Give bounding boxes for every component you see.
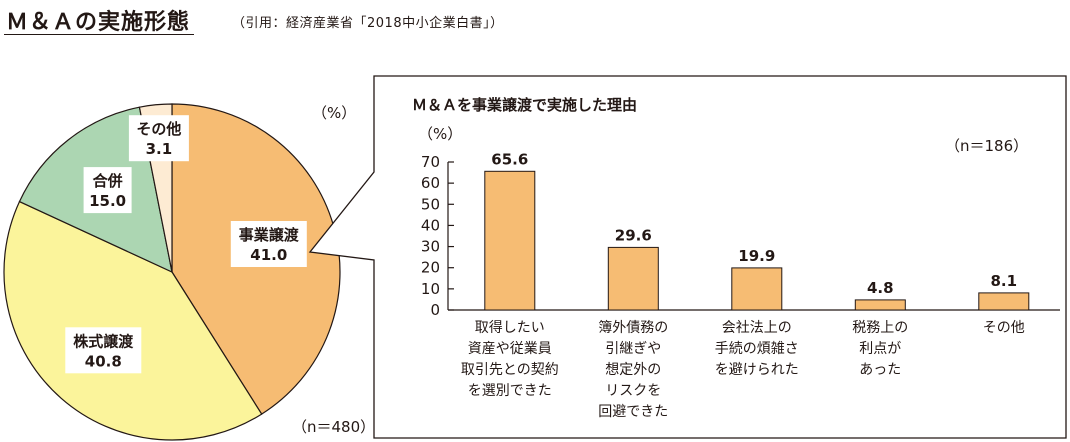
pie-label-box-kabushiki-joto: [65, 327, 142, 374]
bar-1: [484, 170, 536, 311]
y-tick-label: 60: [421, 174, 440, 192]
bar-category-label: を避けられた: [715, 362, 799, 378]
pie-chart: 事業譲渡 41.0 株式譲渡 40.8 合併 15.0 その他 3.1: [3, 103, 341, 441]
bar-value-label: 65.6: [491, 150, 528, 168]
y-tick-label: 20: [421, 259, 440, 277]
pie-slice-value-gappei: 15.0: [89, 192, 126, 210]
bar-category-label: 会社法上の: [722, 320, 792, 336]
bar-category-label: その他: [983, 320, 1025, 336]
bar-category-label: 取引先との契約: [461, 362, 559, 378]
pie-slice-label-sonota: その他: [136, 120, 181, 138]
callout-panel: [308, 75, 1067, 439]
pie-slice-label-gappei: 合併: [92, 172, 123, 190]
bar-n-label: （n＝186）: [945, 137, 1028, 155]
bar-2: [607, 246, 659, 311]
page-title: Ｍ＆Ａの実施形態: [6, 10, 191, 35]
bar-category-label: リスクを: [605, 383, 661, 399]
pie-label-box-sonota: [128, 115, 189, 162]
pie-slice-kabushiki-joto: [3, 200, 263, 441]
pie-n-label: （n＝480）: [292, 418, 375, 436]
bar-value-label: 8.1: [991, 272, 1018, 290]
bar-category-label: 資産や従業員: [468, 341, 552, 357]
bar-value-label: 19.9: [738, 247, 775, 265]
pie-slice-value-sonota: 3.1: [146, 140, 173, 158]
y-tick-label: 10: [421, 280, 440, 298]
bar-4: [854, 299, 906, 311]
bar-value-label: 29.6: [615, 226, 652, 244]
pie-slice-label-kabushiki-joto: 株式譲渡: [73, 332, 134, 350]
bar-category-label: 引継ぎや: [605, 341, 661, 357]
y-tick-label: 30: [421, 238, 440, 256]
bar-category-label: 取得したい: [475, 319, 545, 336]
source-note: （引用：経済産業省「2018中小企業白書」）: [232, 16, 504, 31]
bar-chart-title: Ｍ＆Ａを事業譲渡で実施した理由: [412, 96, 637, 114]
bar-5: [978, 292, 1030, 311]
bar-category-label: を選別できた: [468, 383, 552, 399]
bar-category-label: 簿外債務の: [598, 320, 668, 336]
bar-category-label: あった: [859, 362, 901, 378]
callout-outline: [308, 75, 1067, 439]
pie-unit-label: （%）: [312, 104, 356, 122]
title-underline: [4, 34, 194, 35]
bar-chart: 0 10 20 30 40 50 60 70 65.6 取得したい資産や従業員取引先との契約を選別…: [421, 150, 1060, 420]
bar-category-label: 想定外の: [605, 362, 661, 378]
bar-category-label: 回避できた: [598, 404, 668, 420]
y-tick-label: 50: [421, 195, 440, 213]
bar-category-label: 税務上の: [852, 320, 908, 336]
pie-slice-label-jigyo-joto: 事業譲渡: [239, 226, 300, 244]
bar-y-axis-label: （%）: [418, 125, 462, 143]
pie-label-box-gappei: [83, 167, 132, 214]
bar-category-label: 手続の煩雑さ: [715, 340, 799, 357]
bar-3: [731, 267, 783, 311]
y-tick-label: 0: [430, 301, 440, 319]
pie-slice-value-jigyo-joto: 41.0: [250, 246, 287, 264]
bar-value-label: 4.8: [867, 279, 894, 297]
y-tick-label: 70: [421, 153, 440, 171]
pie-slice-value-kabushiki-joto: 40.8: [85, 352, 122, 370]
pie-label-box-jigyo-joto: [230, 221, 307, 267]
y-tick-label: 40: [421, 216, 440, 234]
bar-category-label: 利点が: [859, 341, 901, 357]
